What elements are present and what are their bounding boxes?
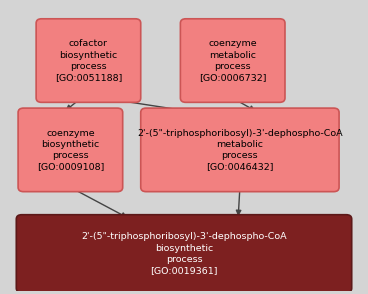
Text: coenzyme
metabolic
process
[GO:0006732]: coenzyme metabolic process [GO:0006732] (199, 39, 266, 82)
FancyBboxPatch shape (16, 215, 352, 293)
FancyBboxPatch shape (18, 108, 123, 192)
FancyBboxPatch shape (141, 108, 339, 192)
FancyBboxPatch shape (180, 19, 285, 102)
Text: coenzyme
biosynthetic
process
[GO:0009108]: coenzyme biosynthetic process [GO:000910… (37, 129, 104, 171)
Text: 2'-(5"-triphosphoribosyl)-3'-dephospho-CoA
metabolic
process
[GO:0046432]: 2'-(5"-triphosphoribosyl)-3'-dephospho-C… (137, 129, 343, 171)
Text: 2'-(5"-triphosphoribosyl)-3'-dephospho-CoA
biosynthetic
process
[GO:0019361]: 2'-(5"-triphosphoribosyl)-3'-dephospho-C… (81, 233, 287, 275)
Text: cofactor
biosynthetic
process
[GO:0051188]: cofactor biosynthetic process [GO:005118… (55, 39, 122, 82)
FancyBboxPatch shape (36, 19, 141, 102)
